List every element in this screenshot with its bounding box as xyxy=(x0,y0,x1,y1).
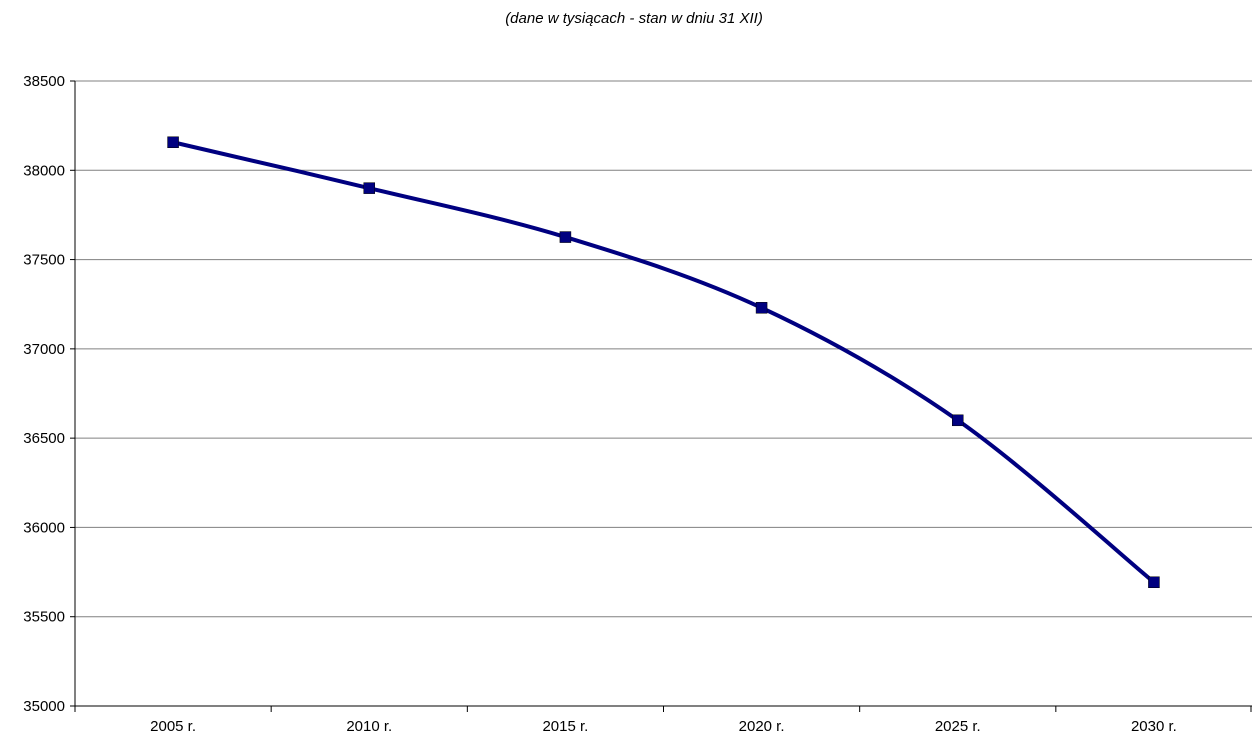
x-tick-label: 2005 r. xyxy=(150,718,196,735)
y-tick-label: 38500 xyxy=(23,73,65,90)
y-axis-ticks: 35000 35500 36000 36500 37000 37500 38000 38500 xyxy=(23,73,75,715)
y-tick-label: 37500 xyxy=(23,252,65,269)
x-tick-label: 2030 r. xyxy=(1131,718,1177,735)
data-point-marker xyxy=(1148,576,1160,588)
series-group xyxy=(167,136,1160,588)
y-tick-label: 36000 xyxy=(23,519,65,536)
x-tick-label: 2010 r. xyxy=(346,718,392,735)
grid-lines xyxy=(75,80,1252,618)
data-point-marker xyxy=(559,231,572,243)
axes xyxy=(74,81,1252,707)
data-point-marker xyxy=(952,414,964,427)
data-point-marker xyxy=(167,136,179,148)
y-tick-label: 37000 xyxy=(23,341,65,358)
series-line xyxy=(172,140,1156,584)
y-tick-label: 35500 xyxy=(23,609,65,626)
x-tick-label: 2020 r. xyxy=(739,718,785,735)
y-tick-label: 38000 xyxy=(23,162,65,179)
x-axis-ticks: 2005 r. 2010 r. 2015 r. 2020 r. 2025 r. 2030 … xyxy=(74,706,1252,735)
data-point-marker xyxy=(363,182,375,194)
x-tick-label: 2015 r. xyxy=(542,718,588,735)
y-tick-label: 35000 xyxy=(23,698,65,715)
y-tick-label: 36500 xyxy=(23,430,65,447)
x-tick-label: 2025 r. xyxy=(935,718,981,735)
data-point-marker xyxy=(755,302,768,314)
chart-subtitle: (dane w tysiącach - stan w dniu 31 XII) xyxy=(505,10,763,27)
